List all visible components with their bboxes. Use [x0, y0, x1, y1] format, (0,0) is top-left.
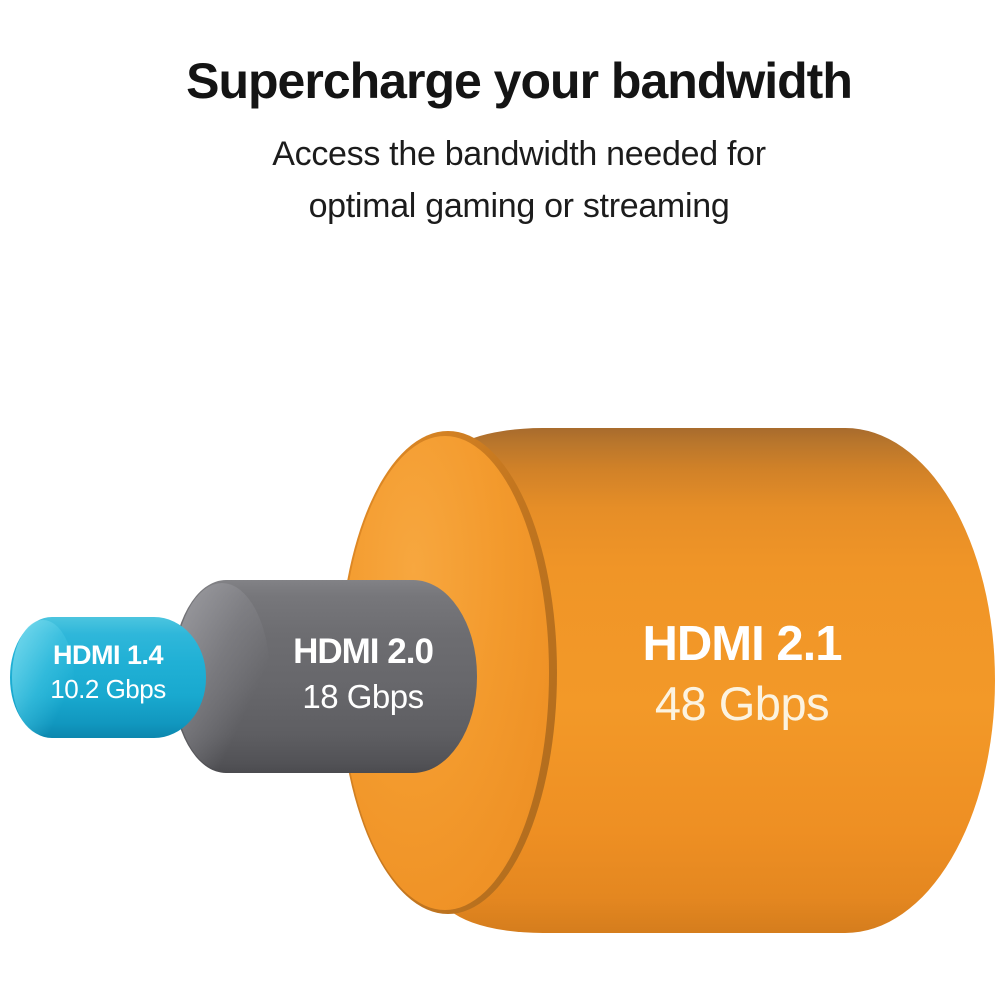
hdmi-1-4-bandwidth: 10.2 Gbps [50, 674, 166, 704]
subtitle-line-2: optimal gaming or streaming [308, 187, 730, 225]
hdmi-1-4-label: HDMI 1.4 10.2 Gbps [10, 638, 206, 706]
page-title: Supercharge your bandwidth [186, 53, 853, 109]
hdmi-1-4-cylinder-cap [12, 620, 74, 735]
subtitle-line-1: Access the bandwidth needed for [272, 135, 766, 173]
hdmi-1-4-name: HDMI 1.4 [52, 640, 164, 670]
hdmi-2-1-name: HDMI 2.1 [642, 617, 843, 671]
hdmi-2-1-bandwidth: 48 Gbps [654, 677, 830, 730]
page-subtitle: Access the bandwidth needed for optimal … [38, 128, 1000, 232]
hdmi-2-0-name: HDMI 2.0 [293, 632, 434, 671]
hdmi-2-0-label: HDMI 2.0 18 Gbps [247, 629, 479, 719]
hdmi-2-1-label: HDMI 2.1 48 Gbps [592, 614, 892, 734]
hdmi-2-0-bandwidth: 18 Gbps [302, 678, 424, 715]
